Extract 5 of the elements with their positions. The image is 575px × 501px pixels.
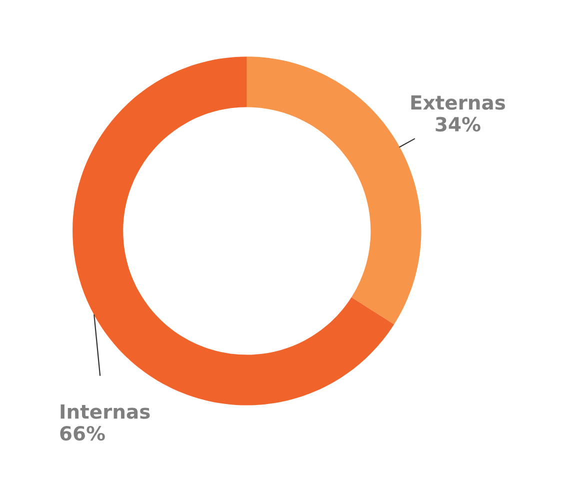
slice-label: Internas [60,404,150,419]
slice-label: Externas [411,95,506,110]
data-label: 34% [436,116,480,132]
data-label: 66% [60,426,105,441]
donut-slice [72,56,394,406]
